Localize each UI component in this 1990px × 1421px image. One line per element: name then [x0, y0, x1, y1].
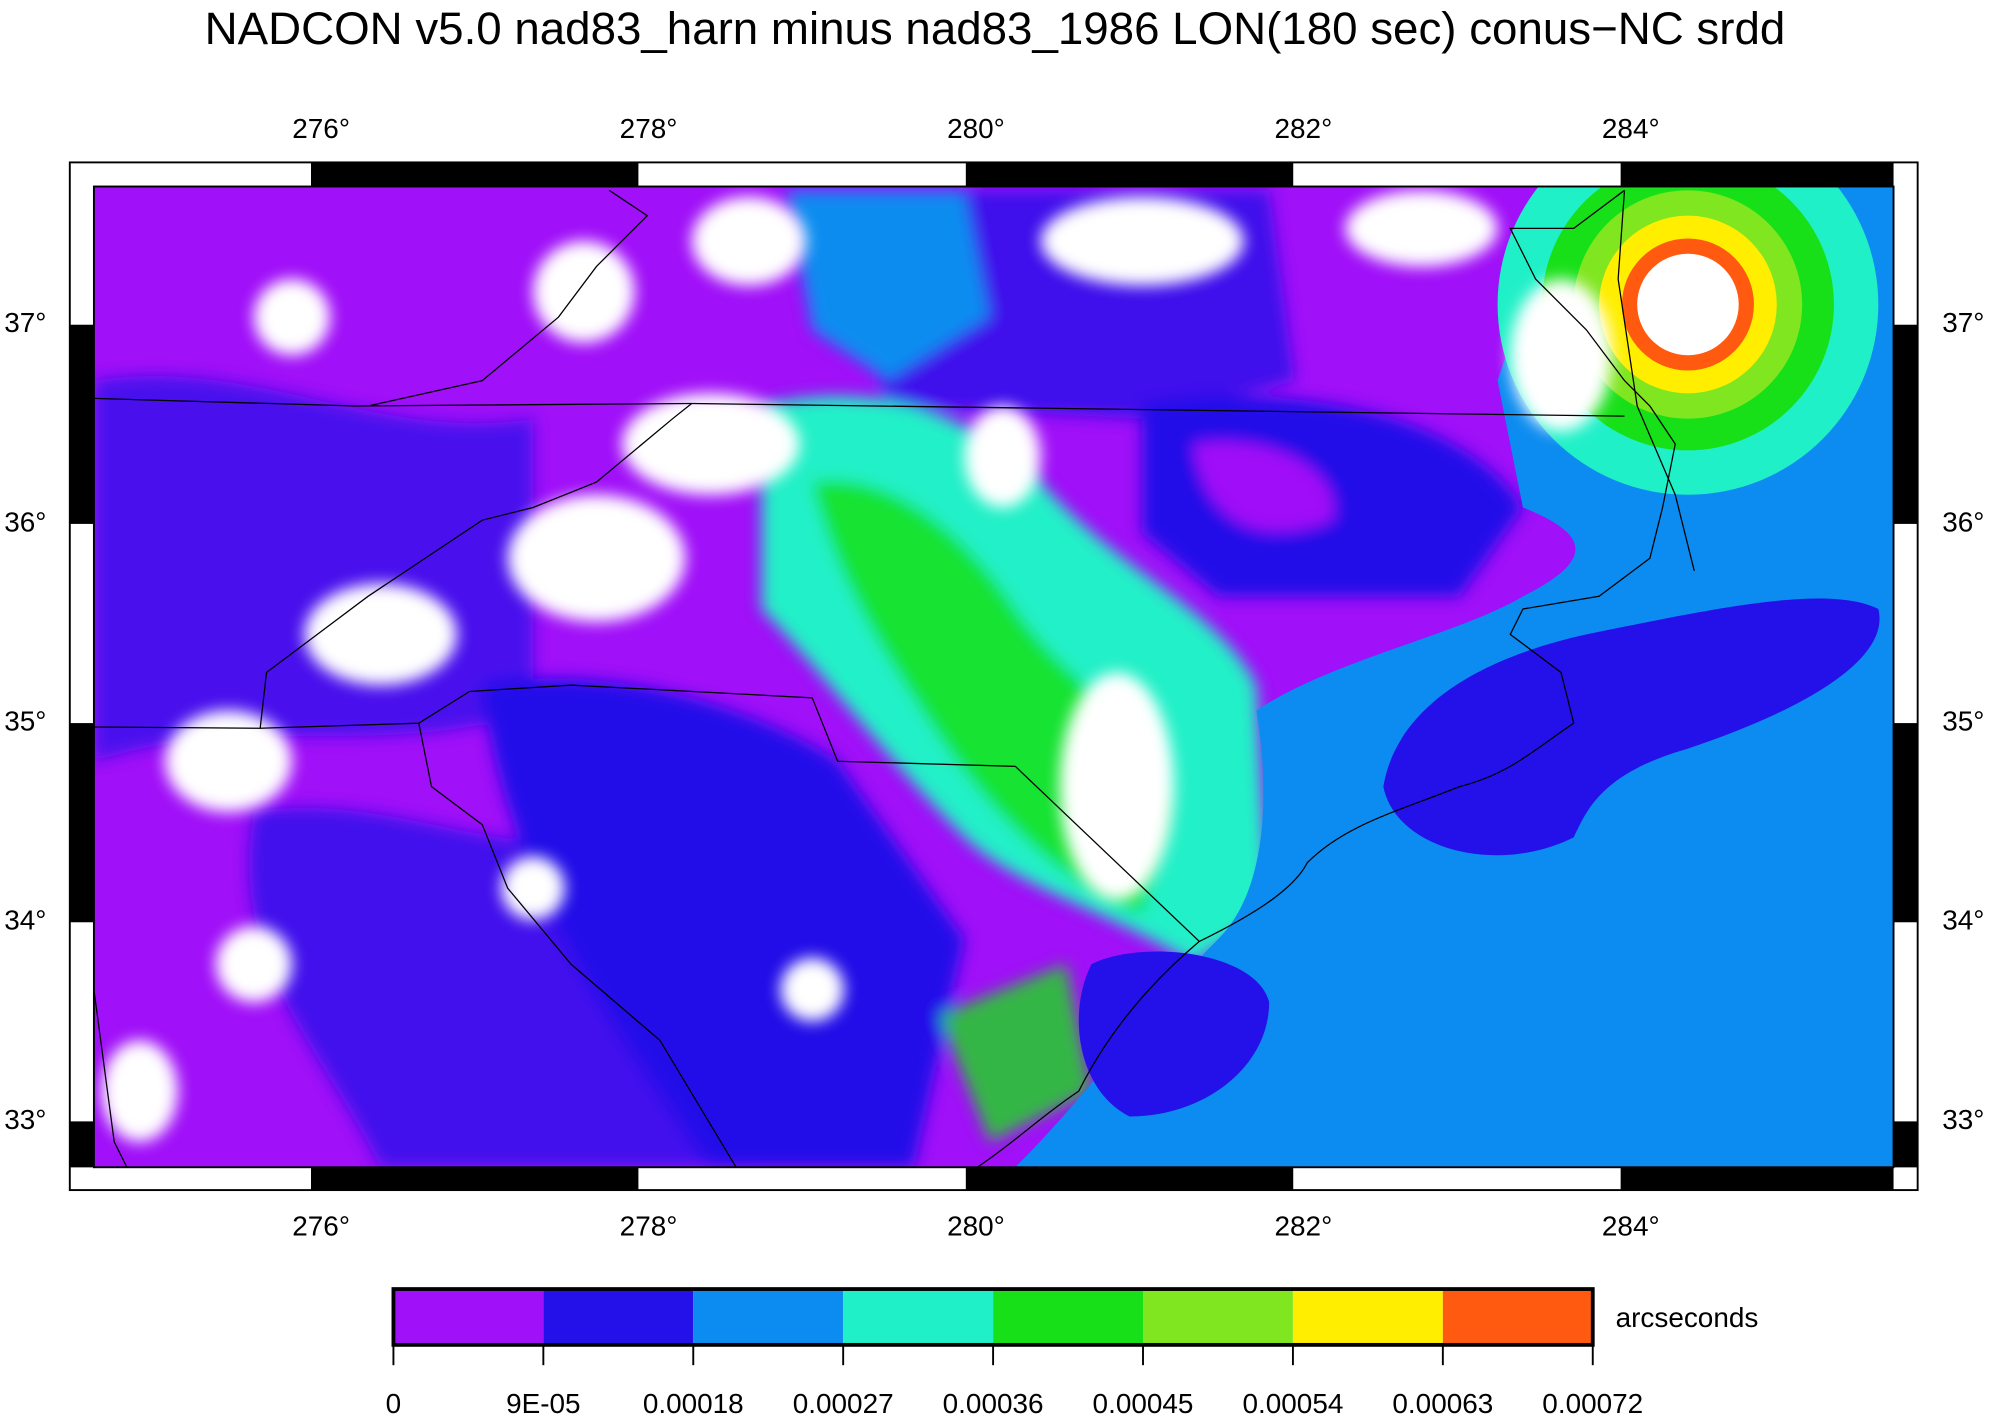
colorbar-swatch	[1143, 1289, 1293, 1345]
frame-bar	[965, 1167, 1294, 1191]
frame-bar	[69, 324, 94, 524]
colorbar-swatch	[843, 1289, 994, 1345]
colorbar-tick-label: 0.00027	[793, 1388, 894, 1419]
frame-bar	[69, 723, 94, 923]
ocean-low	[1383, 598, 1880, 856]
x-tick-label: 280°	[947, 113, 1005, 144]
x-tick-label: 278°	[620, 113, 678, 144]
colorbar-tick-label: 0.00018	[643, 1388, 744, 1419]
colorbar-tick-label: 9E-05	[506, 1388, 580, 1419]
raster-highs	[101, 190, 1612, 1142]
boundaries	[93, 189, 1695, 1168]
y-tick-label: 33°	[4, 1104, 46, 1135]
x-tick-label: 282°	[1275, 113, 1333, 144]
y-tick-label: 35°	[4, 705, 46, 736]
colorbar-tick-label: 0.00045	[1093, 1388, 1194, 1419]
frame-bar	[965, 162, 1294, 187]
colorbar-tick-label: 0.00036	[943, 1388, 1044, 1419]
frame-bar	[1893, 723, 1918, 923]
y-tick-label: 36°	[4, 506, 46, 537]
colorbar-tick-label: 0.00072	[1542, 1388, 1643, 1419]
y-tick-label: 37°	[4, 307, 46, 338]
frame-bar	[1893, 1121, 1918, 1168]
colorbar-tick-label: 0.00063	[1392, 1388, 1493, 1419]
map-title: NADCON v5.0 nad83_harn minus nad83_1986 …	[205, 3, 1786, 54]
x-tick-label: 282°	[1275, 1211, 1333, 1242]
frame-bar	[310, 162, 639, 187]
colorbar-swatch	[1292, 1289, 1443, 1345]
bullseye	[1497, 186, 1879, 495]
raster	[93, 186, 1894, 1168]
colorbar-tick-label: 0	[386, 1388, 402, 1419]
y-tick-label: 37°	[1942, 307, 1984, 338]
frame-bar	[69, 1121, 94, 1168]
x-tick-label: 276°	[292, 1211, 350, 1242]
colorbar-swatch	[543, 1289, 694, 1345]
frame-bar	[310, 1167, 639, 1191]
x-tick-label: 284°	[1602, 113, 1660, 144]
x-tick-label: 280°	[947, 1211, 1005, 1242]
colorbar-swatch	[1442, 1289, 1593, 1345]
x-tick-label: 278°	[620, 1211, 678, 1242]
ocean-low-south	[1078, 951, 1270, 1117]
colorbar-swatch	[693, 1289, 844, 1345]
x-tick-label: 276°	[292, 113, 350, 144]
colorbar-tick-label: 0.00054	[1242, 1388, 1343, 1419]
frame-bar	[1620, 1167, 1894, 1191]
y-tick-label: 36°	[1942, 506, 1984, 537]
y-tick-label: 34°	[4, 905, 46, 936]
colorbar-label: arcseconds	[1616, 1302, 1759, 1333]
colorbar-swatch	[393, 1289, 544, 1345]
y-tick-label: 33°	[1942, 1104, 1984, 1135]
y-tick-label: 34°	[1942, 905, 1984, 936]
frame-bar	[1893, 324, 1918, 524]
y-tick-label: 35°	[1942, 705, 1984, 736]
colorbar-swatch	[993, 1289, 1144, 1345]
frame-bar	[1620, 162, 1894, 187]
x-tick-label: 284°	[1602, 1211, 1660, 1242]
